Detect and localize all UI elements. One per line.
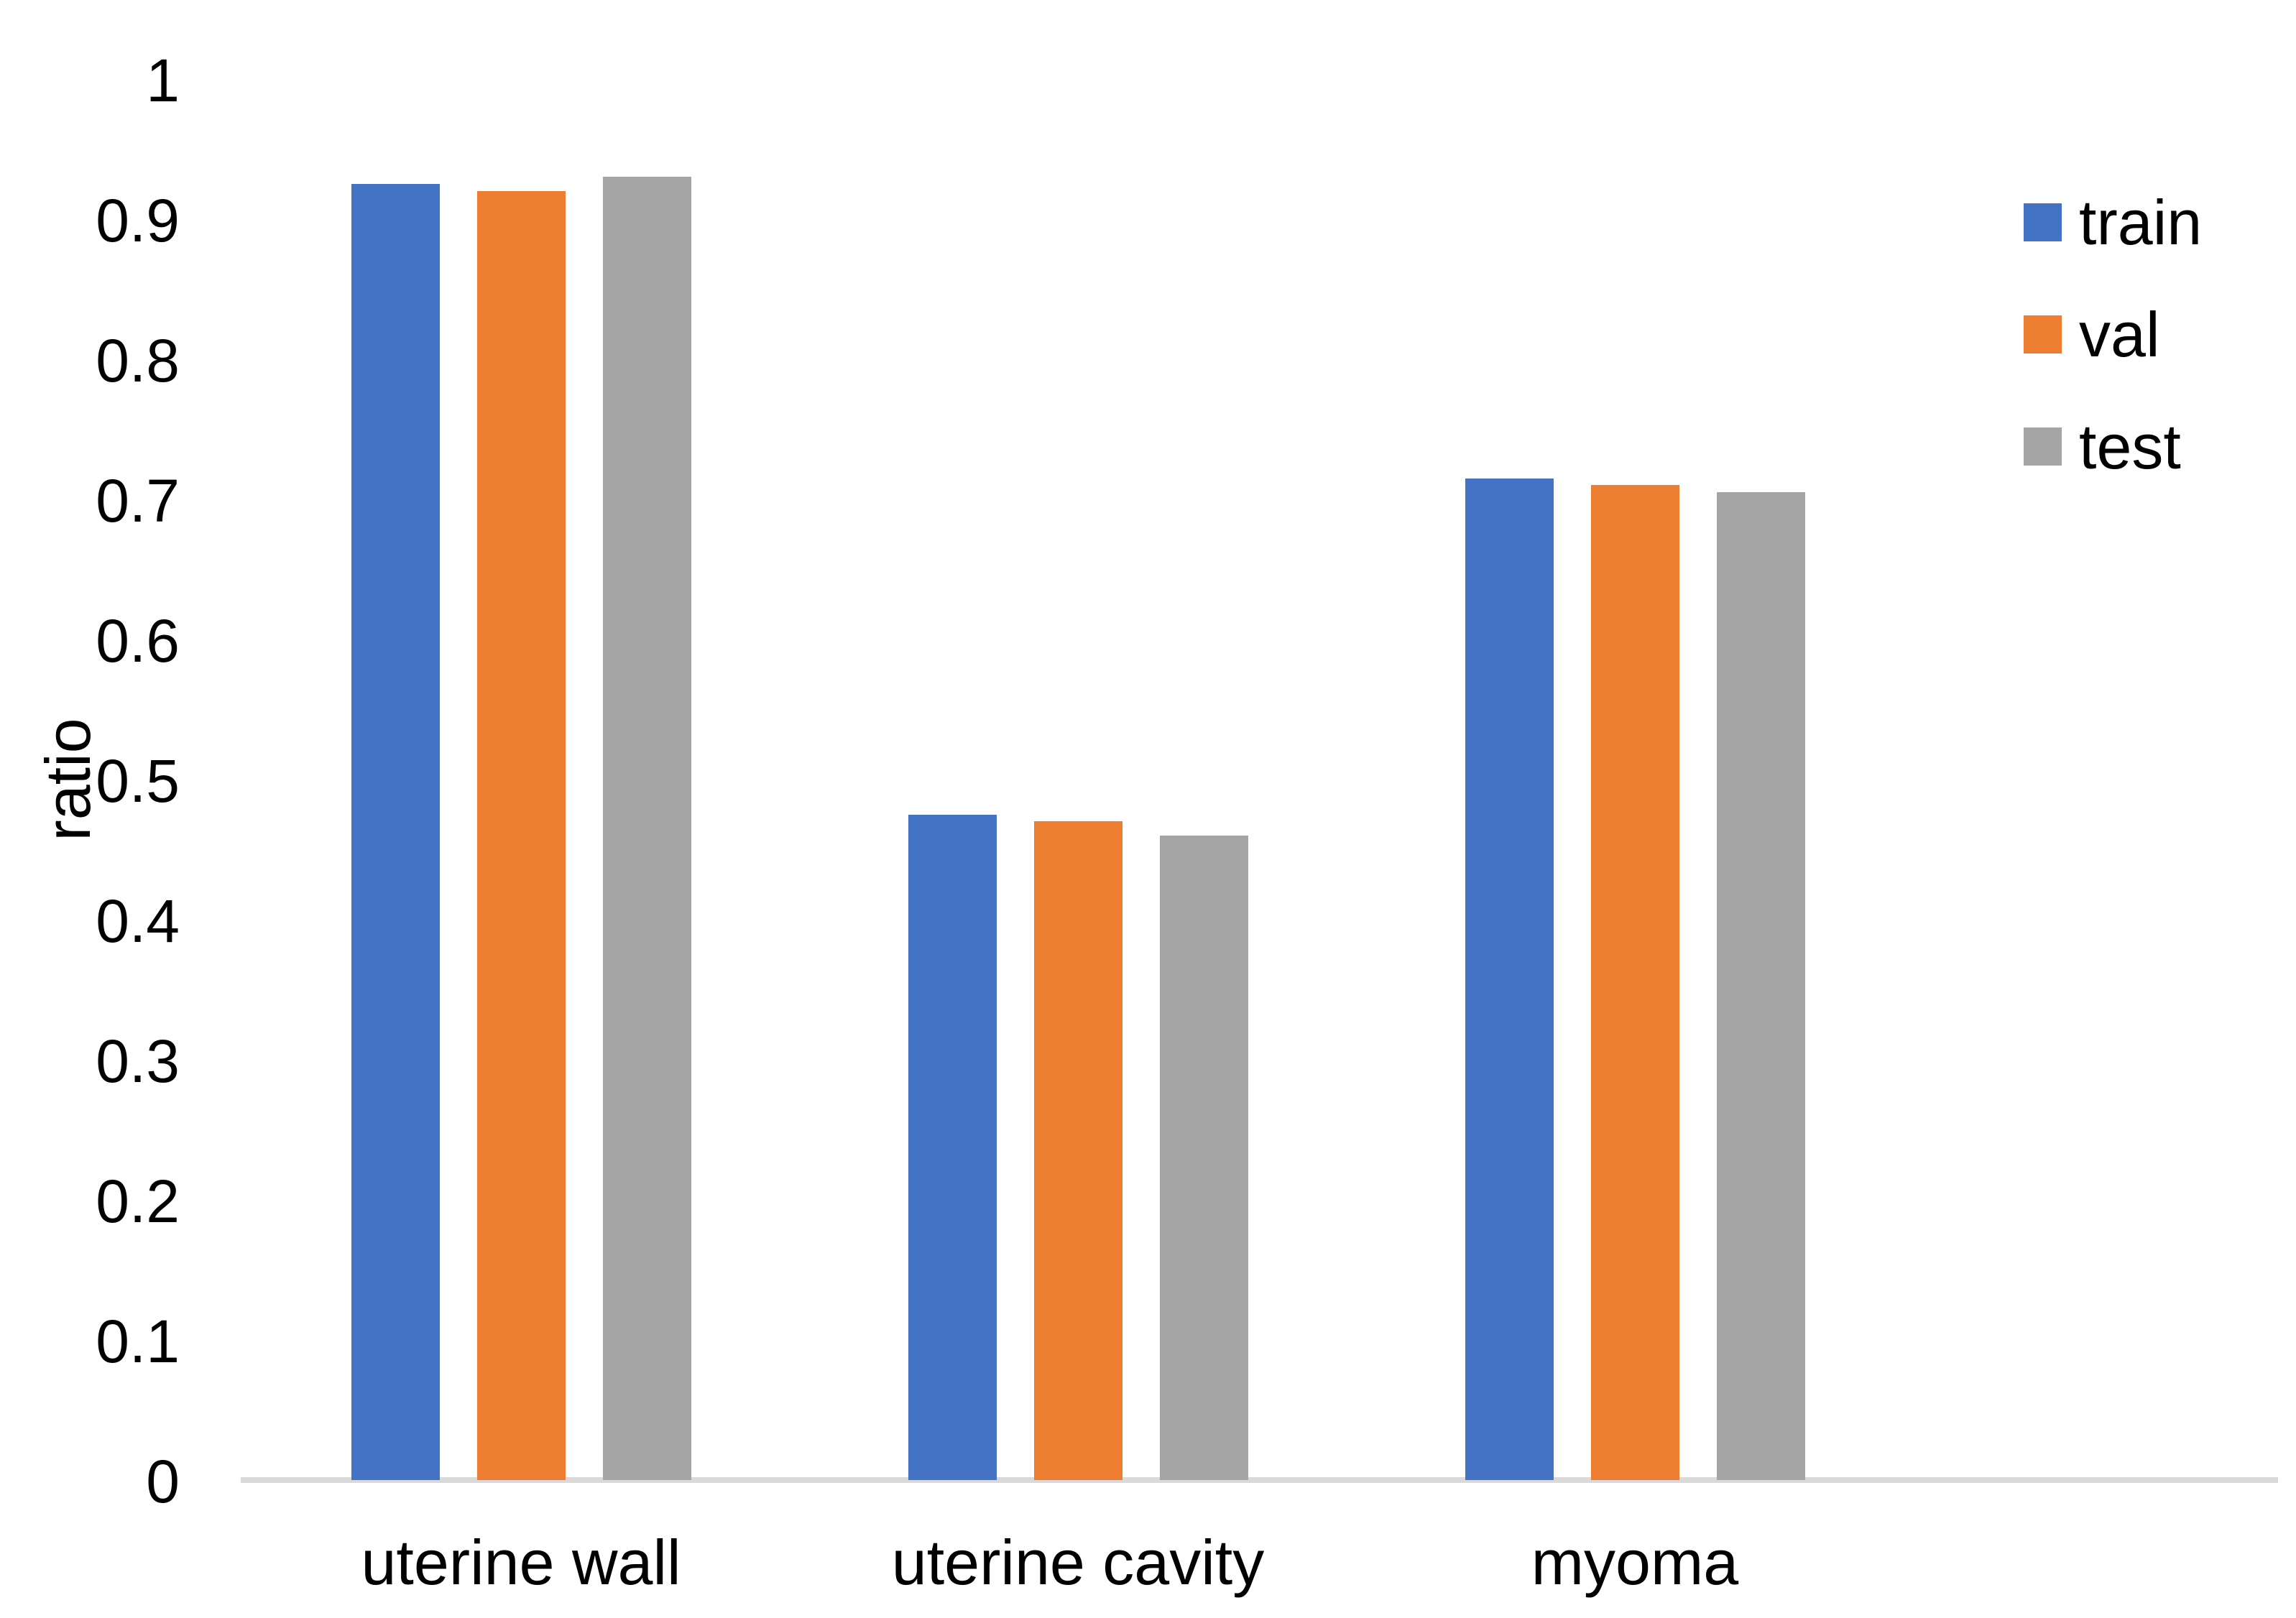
- bar-train-myoma: [1465, 479, 1554, 1480]
- y-tick-label-0.6: 0.6: [96, 607, 180, 675]
- legend-label-test: test: [2079, 411, 2181, 482]
- x-category-label-uterine-cavity: uterine cavity: [891, 1527, 1265, 1598]
- y-tick-label-0.8: 0.8: [96, 327, 180, 394]
- bar-train-uterine-cavity: [908, 815, 997, 1480]
- legend-swatch-val: [2024, 315, 2062, 353]
- x-axis-line: [241, 1477, 2278, 1483]
- bar-val-myoma: [1591, 485, 1679, 1480]
- x-category-label-uterine-wall: uterine wall: [361, 1527, 681, 1598]
- bar-val-uterine-wall: [477, 191, 566, 1480]
- y-tick-label-1: 1: [146, 47, 180, 114]
- legend-item-val: val: [2024, 299, 2160, 370]
- legend-swatch-train: [2024, 203, 2062, 241]
- bar-test-uterine-cavity: [1160, 836, 1248, 1480]
- y-tick-label-0.5: 0.5: [96, 747, 180, 815]
- y-tick-label-0.3: 0.3: [96, 1027, 180, 1095]
- bar-test-uterine-wall: [603, 177, 691, 1480]
- y-tick-label-0.4: 0.4: [96, 887, 180, 955]
- legend-swatch-test: [2024, 427, 2062, 466]
- y-tick-label-0: 0: [146, 1448, 180, 1515]
- bar-train-uterine-wall: [351, 184, 440, 1480]
- legend-label-train: train: [2079, 187, 2203, 258]
- y-tick-label-0.7: 0.7: [96, 467, 180, 535]
- x-category-label-myoma: myoma: [1531, 1527, 1739, 1598]
- y-tick-label-0.9: 0.9: [96, 187, 180, 254]
- bar-test-myoma: [1717, 492, 1805, 1480]
- legend-item-test: test: [2024, 411, 2181, 482]
- legend-item-train: train: [2024, 187, 2203, 258]
- y-tick-label-0.2: 0.2: [96, 1168, 180, 1235]
- legend-label-val: val: [2079, 299, 2160, 370]
- y-tick-label-0.1: 0.1: [96, 1308, 180, 1375]
- bar-val-uterine-cavity: [1034, 821, 1122, 1480]
